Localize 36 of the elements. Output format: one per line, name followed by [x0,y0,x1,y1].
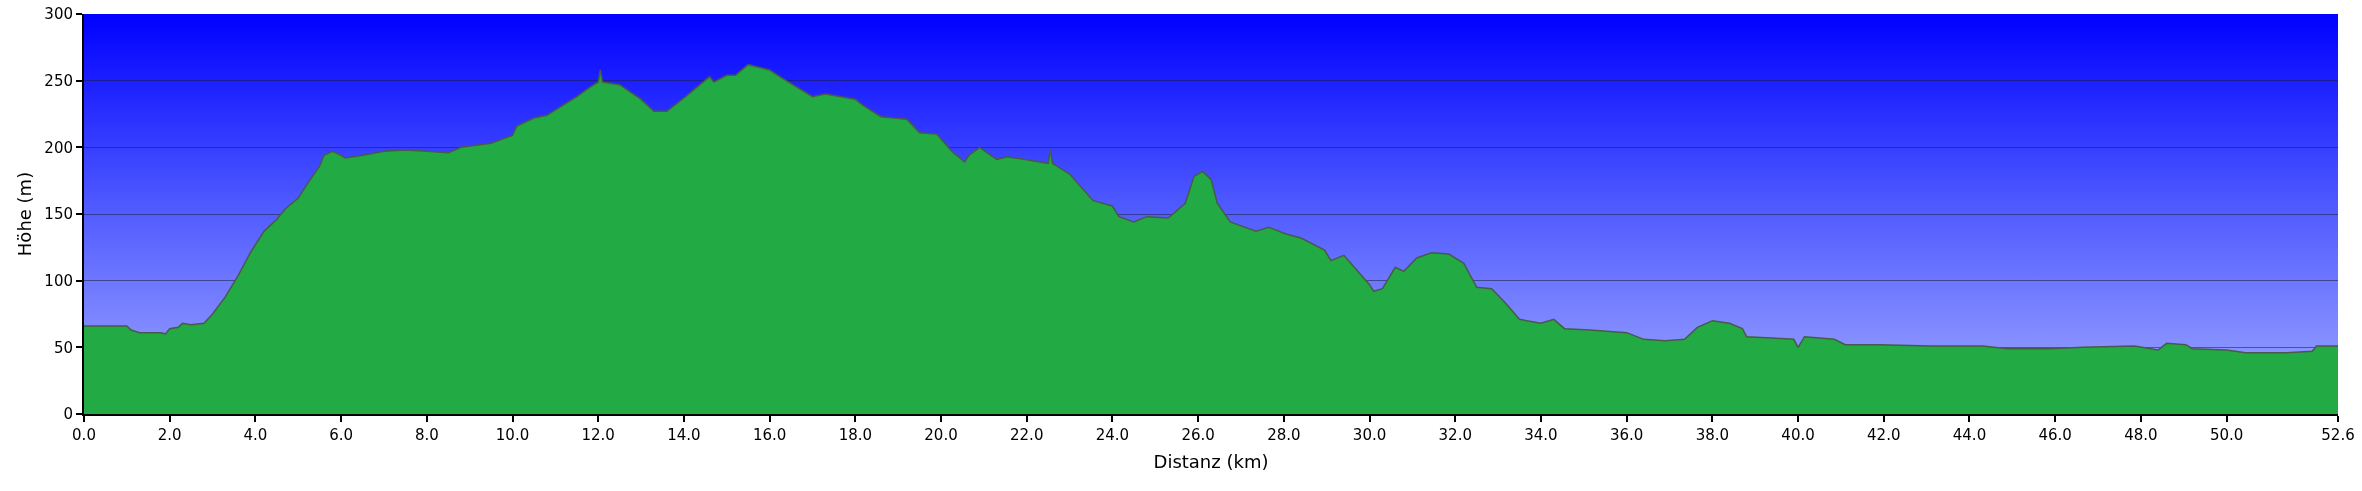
y-tick-label: 150 [44,205,73,224]
x-tick-label: 0.0 [72,426,96,444]
x-tick-label: 52.6 [2321,426,2355,444]
x-tick-label: 38.0 [1695,426,1730,444]
x-tick-label: 10.0 [495,426,530,444]
x-tick-label: 30.0 [1352,426,1387,444]
x-tick-label: 8.0 [414,426,439,444]
x-tick-label: 46.0 [2038,426,2072,444]
x-tick-label: 36.0 [1609,426,1644,444]
y-tick-label: 0 [63,405,73,424]
x-axis-title: Distanz (km) [1153,450,1269,472]
x-tick-label: 4.0 [243,426,268,444]
x-tick-label: 6.0 [329,426,354,444]
x-tick-label: 20.0 [924,426,958,444]
y-tick-label: 200 [44,138,73,157]
x-tick-label: 42.0 [1867,426,1901,444]
x-tick-label: 2.0 [157,426,182,444]
x-tick-label: 40.0 [1781,426,1815,444]
y-tick-label: 100 [44,271,73,290]
x-tick-label: 24.0 [1095,426,1130,444]
x-tick-label: 34.0 [1524,426,1558,444]
x-tick-label: 44.0 [1952,426,1987,444]
x-tick-label: 32.0 [1438,426,1472,444]
x-tick-label: 48.0 [2124,426,2158,444]
x-tick-label: 28.0 [1267,426,1301,444]
x-tick-label: 26.0 [1181,426,1215,444]
y-tick-label: 300 [44,5,73,24]
x-tick-label: 12.0 [581,426,615,444]
y-tick-label: 250 [44,71,73,90]
y-axis-title: Höhe (m) [14,171,36,257]
y-tick-label: 50 [53,338,73,357]
x-tick-label: 50.0 [2209,426,2244,444]
x-tick-label: 22.0 [1010,426,1044,444]
x-tick-label: 18.0 [838,426,873,444]
x-tick-label: 14.0 [667,426,701,444]
x-tick-label: 16.0 [752,426,787,444]
